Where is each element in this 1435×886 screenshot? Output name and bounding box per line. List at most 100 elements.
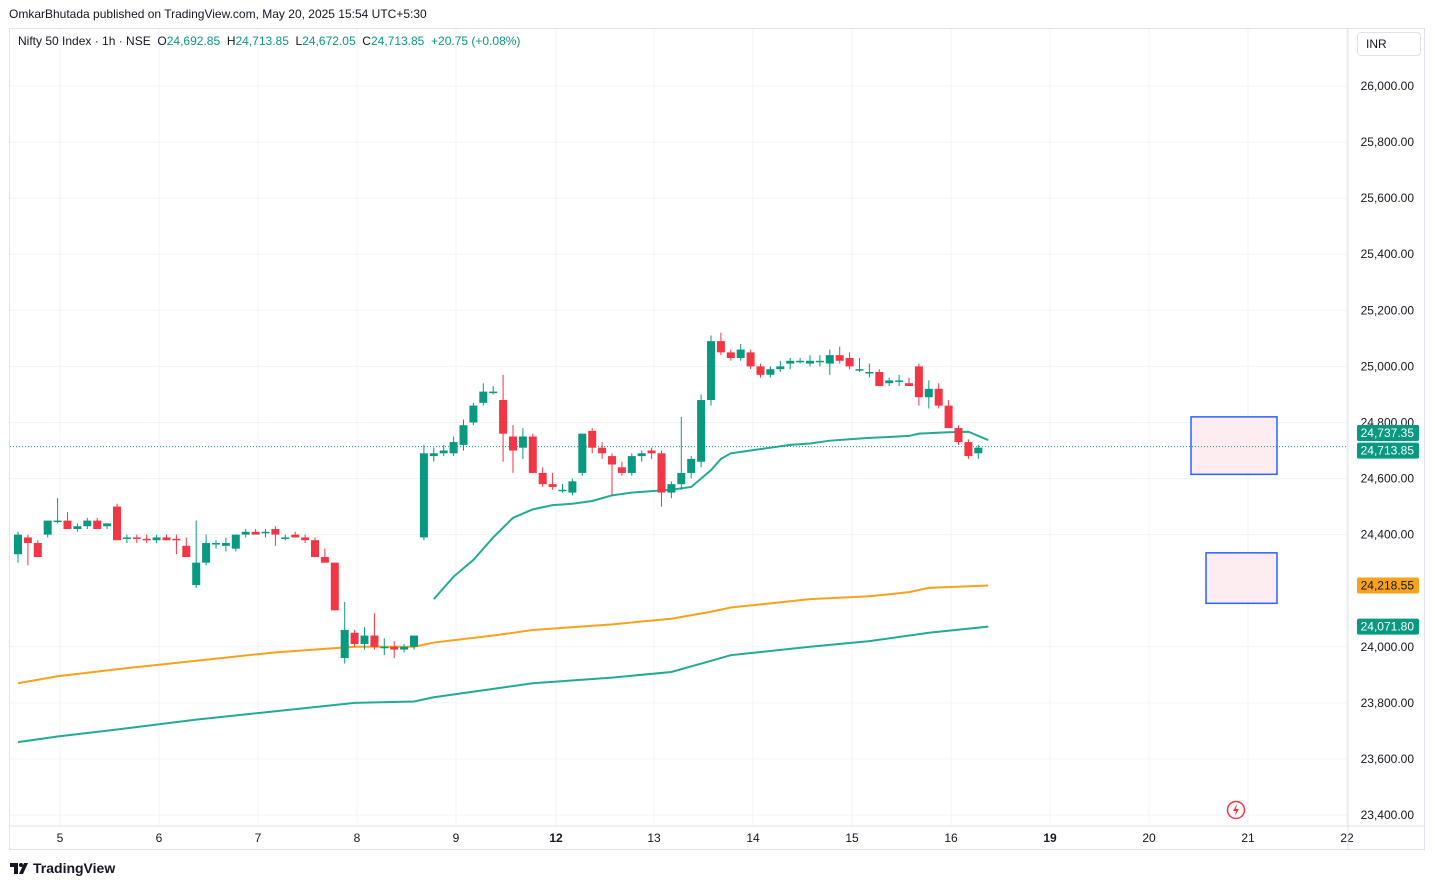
candle-body[interactable] <box>53 520 62 523</box>
candle-body[interactable] <box>360 635 369 644</box>
candle-body[interactable] <box>855 369 864 371</box>
candle-body[interactable] <box>657 453 666 493</box>
candle-body[interactable] <box>617 467 626 473</box>
candle-body[interactable] <box>370 635 379 647</box>
candle-body[interactable] <box>122 537 131 539</box>
candle-body[interactable] <box>182 545 191 558</box>
candle-body[interactable] <box>825 355 834 364</box>
ema-orange-line[interactable] <box>17 584 989 685</box>
lightning-icon[interactable] <box>1226 800 1246 820</box>
candle-body[interactable] <box>509 436 517 451</box>
candle-body[interactable] <box>746 352 755 367</box>
candle-body[interactable] <box>528 436 537 473</box>
candle-body[interactable] <box>221 543 230 546</box>
candle-body[interactable] <box>647 450 656 454</box>
candle-body[interactable] <box>954 428 963 443</box>
candle-body[interactable] <box>895 380 904 382</box>
candle-body[interactable] <box>627 456 636 473</box>
candle-body[interactable] <box>934 388 943 406</box>
candle-body[interactable] <box>637 453 646 457</box>
candle-body[interactable] <box>142 538 151 541</box>
candle-body[interactable] <box>311 540 319 558</box>
candle-body[interactable] <box>786 360 795 364</box>
candle-body[interactable] <box>320 557 329 563</box>
candle-body[interactable] <box>806 360 814 364</box>
candle-body[interactable] <box>261 531 270 534</box>
candle-body[interactable] <box>93 520 102 530</box>
candle-body[interactable] <box>499 400 508 434</box>
candle-body[interactable] <box>776 366 785 370</box>
candle-body[interactable] <box>815 360 824 363</box>
candle-body[interactable] <box>152 537 161 541</box>
candle-body[interactable] <box>697 400 706 462</box>
candle-body[interactable] <box>390 646 399 650</box>
ema-long-teal-line[interactable] <box>17 625 989 744</box>
candle-body[interactable] <box>707 341 715 401</box>
candle-body[interactable] <box>667 484 676 493</box>
candle-body[interactable] <box>212 543 220 545</box>
candle-body[interactable] <box>885 380 894 384</box>
candle-body[interactable] <box>291 534 300 538</box>
candle-body[interactable] <box>251 531 260 535</box>
candle-body[interactable] <box>172 538 181 541</box>
candle-body[interactable] <box>558 489 567 492</box>
candle-body[interactable] <box>192 562 201 586</box>
candle-body[interactable] <box>419 453 428 538</box>
candle-body[interactable] <box>162 537 171 541</box>
candle-body[interactable] <box>202 543 211 563</box>
candle-body[interactable] <box>687 458 696 473</box>
candle-body[interactable] <box>905 383 913 387</box>
candle-body[interactable] <box>449 442 458 454</box>
candle-body[interactable] <box>380 646 389 649</box>
candle-body[interactable] <box>429 453 438 457</box>
candle-body[interactable] <box>766 369 775 375</box>
candle-body[interactable] <box>756 366 765 375</box>
candle-body[interactable] <box>43 520 52 535</box>
candle-body[interactable] <box>132 537 141 539</box>
candle-body[interactable] <box>350 632 359 644</box>
candle-body[interactable] <box>835 355 844 361</box>
candle-body[interactable] <box>677 472 686 485</box>
symbol-label[interactable]: Nifty 50 Index · 1h · NSE <box>18 34 151 48</box>
candle-body[interactable] <box>301 537 310 541</box>
candle-body[interactable] <box>83 520 92 527</box>
candle-body[interactable] <box>103 523 112 527</box>
candle-body[interactable] <box>726 352 735 358</box>
candle-body[interactable] <box>469 405 478 423</box>
highlight-box[interactable] <box>1205 552 1278 605</box>
candle-body[interactable] <box>340 629 349 658</box>
candle-body[interactable] <box>479 391 488 403</box>
candle-body[interactable] <box>330 562 339 611</box>
candle-body[interactable] <box>598 447 607 454</box>
chart-frame[interactable] <box>9 28 1425 850</box>
candle-body[interactable] <box>410 635 418 647</box>
candle-body[interactable] <box>241 531 250 535</box>
candle-body[interactable] <box>845 357 854 367</box>
currency-button[interactable]: INR <box>1357 32 1421 56</box>
candle-body[interactable] <box>796 360 805 363</box>
candle-body[interactable] <box>63 520 72 530</box>
candle-body[interactable] <box>568 481 577 493</box>
candle-body[interactable] <box>271 529 280 535</box>
candle-body[interactable] <box>736 349 745 358</box>
candle-body[interactable] <box>588 430 597 448</box>
candle-body[interactable] <box>716 341 725 353</box>
candle-body[interactable] <box>914 366 923 398</box>
candle-body[interactable] <box>231 534 240 549</box>
candle-body[interactable] <box>518 436 527 448</box>
candle-body[interactable] <box>865 371 874 374</box>
candle-body[interactable] <box>489 391 498 394</box>
candle-body[interactable] <box>281 537 290 539</box>
candle-body[interactable] <box>400 646 409 650</box>
candle-body[interactable] <box>974 447 983 454</box>
highlight-box[interactable] <box>1190 416 1278 476</box>
candle-body[interactable] <box>14 534 22 555</box>
candle-body[interactable] <box>459 425 468 445</box>
candle-body[interactable] <box>439 450 448 454</box>
candle-body[interactable] <box>538 472 547 485</box>
candle-body[interactable] <box>33 543 42 558</box>
candle-body[interactable] <box>23 537 32 544</box>
candle-body[interactable] <box>964 442 973 457</box>
ema-short-teal-line[interactable] <box>433 430 989 600</box>
